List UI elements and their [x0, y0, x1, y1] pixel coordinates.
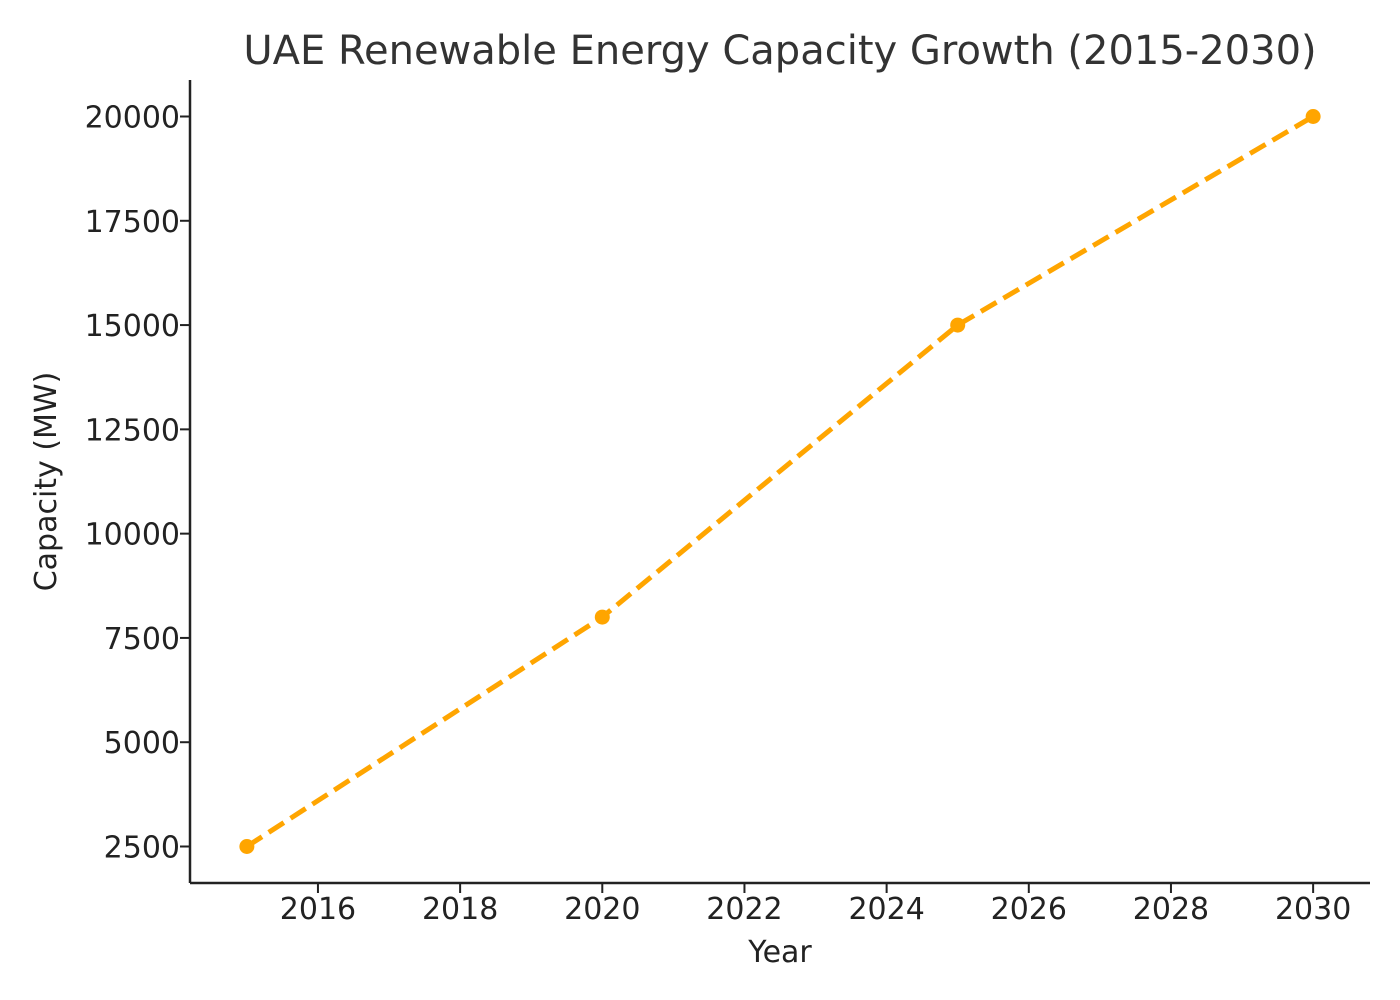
chart-title: UAE Renewable Energy Capacity Growth (20…: [243, 28, 1316, 74]
data-point-marker: [239, 839, 255, 854]
x-tick-label: 2016: [280, 892, 356, 927]
data-point-marker: [950, 317, 966, 333]
y-tick-label: 12500: [85, 413, 180, 448]
y-tick-label: 15000: [85, 309, 180, 344]
y-tick-label: 2500: [104, 831, 180, 866]
x-tick-label: 2030: [1275, 892, 1351, 927]
x-tick-label: 2022: [706, 892, 782, 927]
data-point-marker: [594, 609, 610, 625]
x-tick-label: 2026: [991, 892, 1067, 927]
x-tick-label: 2018: [422, 892, 498, 927]
y-tick-label: 10000: [85, 518, 180, 553]
series-line: [245, 114, 1315, 849]
series-layer: [239, 109, 1321, 854]
y-axis-ticks: 2500 5000 7500 10000 12500 15000 17500 20000: [85, 101, 190, 866]
y-tick-label: 5000: [104, 726, 180, 761]
y-tick-label: 20000: [85, 101, 180, 136]
x-tick-label: 2028: [1133, 892, 1209, 927]
x-axis-ticks: 2016 2018 2020 2022 2024 2026 2028 2030: [280, 883, 1351, 927]
x-axis-label: Year: [747, 935, 812, 970]
y-tick-label: 17500: [85, 205, 180, 240]
data-point-marker: [1305, 109, 1321, 124]
y-axis-label: Capacity (MW): [29, 372, 64, 592]
y-tick-label: 7500: [104, 622, 180, 657]
x-tick-label: 2024: [848, 892, 924, 927]
x-tick-label: 2020: [564, 892, 640, 927]
